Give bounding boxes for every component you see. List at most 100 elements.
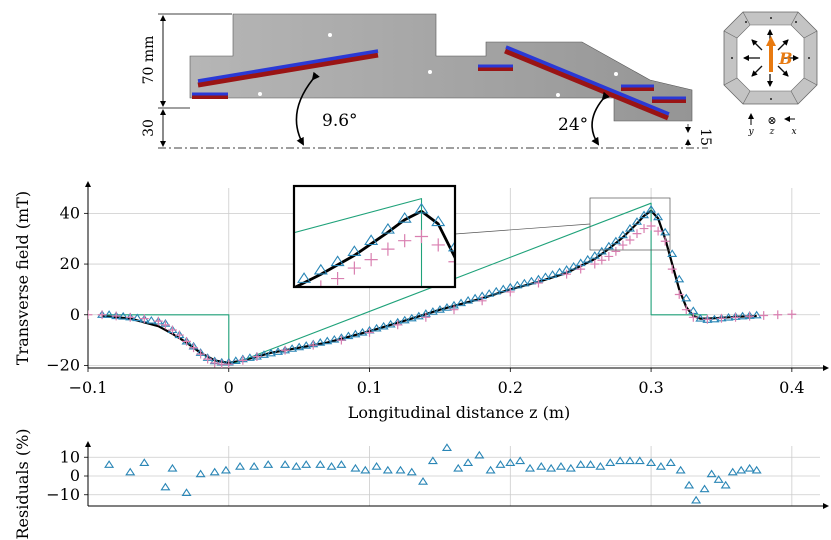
residual-measurement_a-point <box>315 460 326 468</box>
inset-measurement_a-point <box>80 333 92 342</box>
inset-measurement_a-point <box>114 326 126 335</box>
x-tick-label: 0.4 <box>779 378 804 397</box>
main-measurement_a-point <box>540 272 551 281</box>
residual-measurement_a-point <box>646 458 657 466</box>
main-measurement_b-point <box>210 358 220 368</box>
main-measurement_a-point <box>132 313 143 322</box>
main-measurement_b-point <box>161 320 170 330</box>
main-measurement_a-point <box>681 293 692 302</box>
main-measurement_a-point <box>484 289 495 297</box>
main-measurement_a-point <box>688 306 699 315</box>
inset-measurement_b-point <box>381 242 395 256</box>
main-measurement_b-point <box>731 312 740 322</box>
zoom-connector <box>454 223 591 235</box>
gap-label: 30 <box>141 119 157 137</box>
main-measurement_a-point <box>406 313 417 322</box>
main-measurement_b-point <box>449 305 459 315</box>
main-measurement_b-point <box>660 236 670 246</box>
inset-measurement_b-point <box>364 253 378 267</box>
inset-measurement_b-point <box>331 271 345 286</box>
residual-y-tick-label: 0 <box>70 466 80 485</box>
main-measurement_b-point <box>618 240 628 250</box>
residual-measurement_a-point <box>720 480 731 489</box>
inset-measurement_b-point <box>314 280 328 287</box>
main-measurement_a-point <box>624 223 635 232</box>
residual-measurement_a-point <box>326 462 337 470</box>
main-measurement_b-point <box>646 221 656 231</box>
residual-measurement_a-point <box>139 458 150 466</box>
main-measurement_a-point <box>737 311 748 320</box>
main-measurement_a-point <box>434 305 445 313</box>
inset-measurement_b-point <box>448 255 455 269</box>
residual-measurement_a-point <box>350 463 361 472</box>
main-measurement_a-point <box>244 353 255 361</box>
main-measurement_a-point <box>230 356 241 364</box>
main-measurement_a-point <box>315 338 326 346</box>
main-measurement_a-point <box>610 236 621 245</box>
field-profile-plot: −0.1 0 0.1 0.2 0.3 0.4 −20 0 20 40 Longitudinal d… <box>13 181 829 422</box>
residual-measurement_a-point <box>706 469 717 478</box>
main-measurement_b-point <box>674 290 684 299</box>
residual-measurement_a-point <box>474 450 485 459</box>
residual-measurement_a-point <box>575 460 586 468</box>
main-measurement_b-point <box>759 311 769 320</box>
main-measurement_b-point <box>597 255 607 265</box>
inset-measurement_b-point <box>750 376 763 389</box>
residual-measurement_a-point <box>536 462 547 470</box>
residual-measurement_a-point <box>167 463 178 472</box>
main-measurement_a-point <box>519 278 530 287</box>
main-measurement_a-point <box>617 230 628 239</box>
inset-measurement_a-point <box>281 280 293 289</box>
main-measurement_a-point <box>667 249 678 257</box>
residual-measurement_a-point <box>555 462 567 470</box>
inset-measurement_a-point <box>97 330 109 339</box>
y-tick-label: 0 <box>70 305 80 324</box>
main-measurement_b-point <box>653 226 663 236</box>
residual-measurement_a-point <box>736 465 747 474</box>
residual-measurement_a-point <box>181 488 192 496</box>
y-tick-label: −20 <box>46 355 80 374</box>
main-measurement_b-point <box>88 310 93 320</box>
inset-measurement_b-point <box>398 234 412 248</box>
inset-measurement_a-point <box>130 323 142 332</box>
residual-measurement_a-point <box>463 458 474 466</box>
inset-frame <box>292 184 457 289</box>
offset-label: 15 <box>697 128 713 146</box>
main-measurement_b-point <box>625 235 635 245</box>
y-tick-label: 20 <box>60 254 80 273</box>
main-measurement_a-point <box>413 311 424 320</box>
main-measurement_b-point <box>745 311 755 321</box>
main-measurement_b-point <box>182 336 191 346</box>
residual-measurement_a-point <box>441 443 452 451</box>
inset-measurement_a-point <box>600 383 612 392</box>
x-tick-label: 0 <box>224 378 234 397</box>
main-measurement_b-point <box>702 314 712 324</box>
mounting-holes <box>258 33 618 97</box>
angle-arc-1 <box>295 71 320 146</box>
inset-measurement_b-point <box>482 344 495 357</box>
main-measurement_a-point <box>568 261 579 270</box>
main-measurement_a-point <box>709 314 720 323</box>
main-measurement_b-point <box>203 354 213 364</box>
residual-measurement_a-point <box>495 460 506 468</box>
residual-measurement_a-point <box>209 467 220 476</box>
residual-measurement_a-point <box>301 460 312 468</box>
inset-measurement_b-point <box>281 293 294 306</box>
zoom-inset <box>80 184 763 392</box>
residual-measurement_a-point <box>195 469 206 478</box>
inset-measurement_a-point <box>214 303 226 312</box>
inset-measurement_a-point <box>466 277 478 286</box>
bar-long-right <box>504 48 669 121</box>
main-measurement_b-point <box>604 252 614 261</box>
main-measurement_b-point <box>667 264 677 274</box>
residual-measurement_a-point <box>655 462 666 470</box>
inset-measurement_a-point <box>499 351 511 360</box>
residual-measurement_a-point <box>453 463 464 472</box>
inset-measurement_a-point <box>313 263 328 275</box>
main-measurement_b-point <box>576 264 586 274</box>
main-measurement_b-point <box>336 335 346 345</box>
residual-measurement_a-point <box>615 456 626 465</box>
main-measurement_b-point <box>308 340 318 350</box>
main-measurement_a-point <box>660 227 671 236</box>
main-measurement_a-point <box>273 347 284 355</box>
